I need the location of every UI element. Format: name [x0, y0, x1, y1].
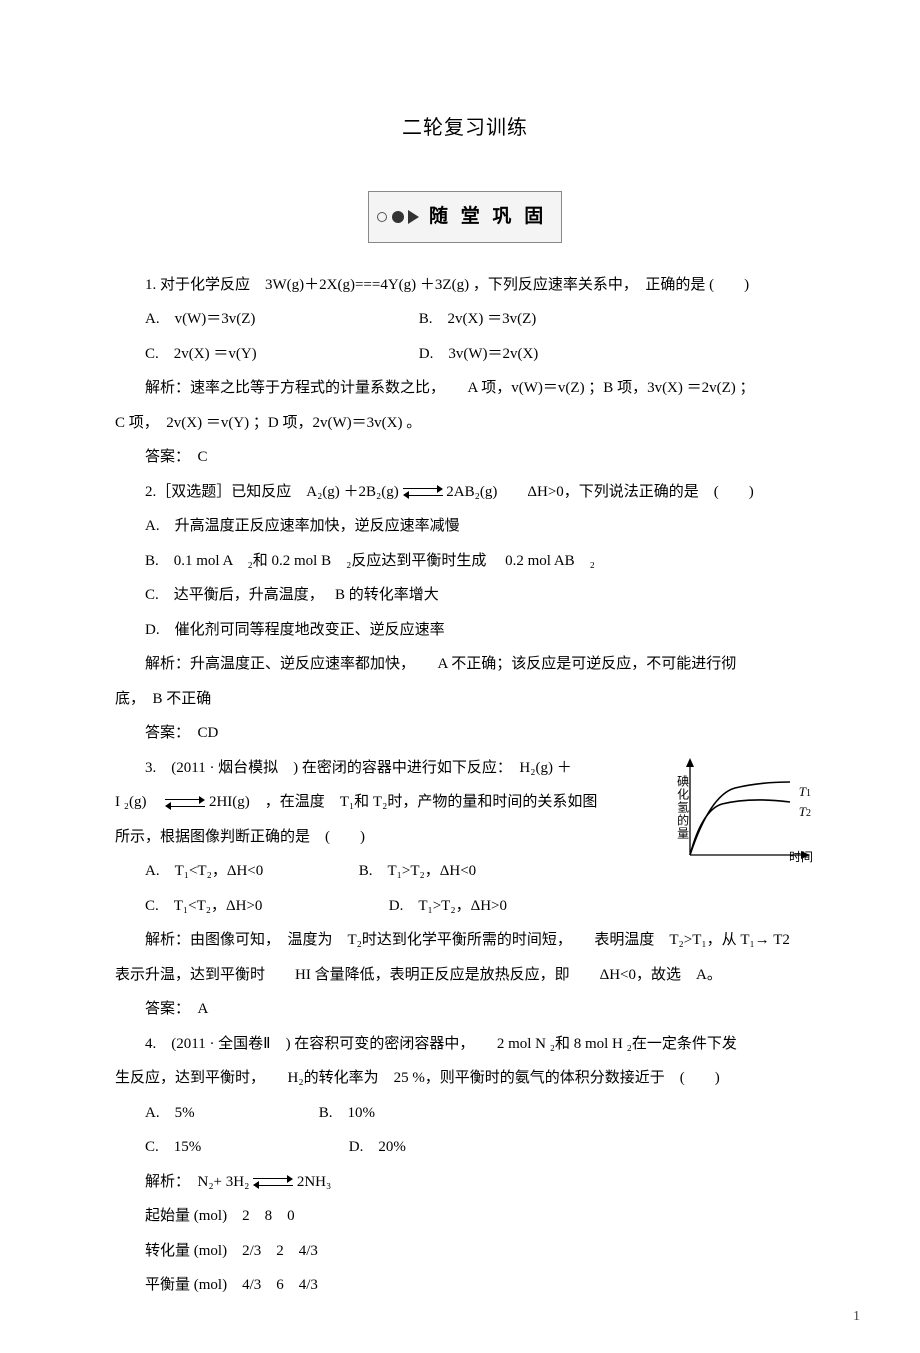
equilibrium-arrow-icon [165, 796, 205, 810]
page-number: 1 [853, 1301, 860, 1333]
q2-ans: 答案： CD [115, 716, 815, 751]
q2-B: B. 0.1 mol A ₂和 0.2 mol B ₂反应达到平衡时生成 0.2… [115, 544, 815, 579]
q4-C: C. 15% [145, 1130, 345, 1165]
q4-D: D. 20% [349, 1130, 406, 1165]
banner-text: 随 堂 巩 固 [429, 206, 547, 227]
q4-stem-l1: 4. (2011 · 全国卷Ⅱ ) 在容积可变的密闭容器中， 2 mol N ₂… [115, 1027, 815, 1062]
q4-A: A. 5% [145, 1096, 315, 1131]
banner-dot-icon [377, 212, 387, 222]
graph-t2-label: T2 [799, 797, 811, 827]
q3-C: C. T₁<T₂，ΔH>0 [145, 889, 385, 924]
q4-exp-l3: 转化量 (mol) 2/3 2 4/3 [115, 1234, 815, 1269]
graph-xlabel: 时间 [789, 844, 813, 872]
q1-exp-l2: C 项， 2v(X) ＝v(Y) ；D 项，2v(W)＝3v(X) 。 [115, 406, 815, 441]
q2-exp-l1: 解析：升高温度正、逆反应速率都加快， A 不正确；该反应是可逆反应，不可能进行彻 [115, 647, 815, 682]
q1-exp-l1: 解析：速率之比等于方程式的计量系数之比， A 项，v(W)＝v(Z) ；B 项，… [115, 371, 815, 406]
q2-stem-b: 2AB₂(g) ΔH>0，下列说法正确的是 ( ) [446, 484, 754, 500]
q1-stem: 1. 对于化学反应 3W(g)＋2X(g)===4Y(g) ＋3Z(g) ，下列… [115, 268, 815, 303]
q3-options-row2: C. T₁<T₂，ΔH>0 D. T₁>T₂，ΔH>0 [115, 889, 815, 924]
q3-ans: 答案： A [115, 992, 815, 1027]
q4-B: B. 10% [319, 1096, 375, 1131]
q1-options-row2: C. 2v(X) ＝v(Y) D. 3v(W)＝2v(X) [115, 337, 815, 372]
equilibrium-arrow-icon [403, 485, 443, 499]
q2-A: A. 升高温度正反应速率加快，逆反应速率减慢 [115, 509, 815, 544]
q4-exp-l1b: 2NH₃ [297, 1174, 331, 1190]
q3-A: A. T₁<T₂，ΔH<0 [145, 854, 355, 889]
q2-C: C. 达平衡后，升高温度， B 的转化率增大 [115, 578, 815, 613]
q2-exp-l2: 底， B 不正确 [115, 682, 815, 717]
q3-exp-l2: 表示升温，达到平衡时 HI 含量降低，表明正反应是放热反应，即 ΔH<0，故选 … [115, 958, 815, 993]
q1-options-row1: A. v(W)＝3v(Z) B. 2v(X) ＝3v(Z) [115, 302, 815, 337]
q3-B: B. T₁>T₂，ΔH<0 [359, 854, 476, 889]
graph-ylabel: 碘化氢的量 [668, 775, 696, 840]
q4-exp-l1a: 解析： N₂+ 3H₂ [145, 1174, 249, 1190]
q4-exp-l2: 起始量 (mol) 2 8 0 [115, 1199, 815, 1234]
q1-A: A. v(W)＝3v(Z) [145, 302, 415, 337]
page-title: 二轮复习训练 [115, 105, 815, 151]
q4-exp-l4: 平衡量 (mol) 4/3 6 4/3 [115, 1268, 815, 1303]
q3-stem-l2b: 2HI(g) ，在温度 T₁和 T₂时，产物的量和时间的关系如图 [209, 794, 597, 810]
q3-exp-l1: 解析：由图像可知， 温度为 T₂时达到化学平衡所需的时间短， 表明温度 T₂>T… [115, 923, 815, 958]
q1-ans: 答案： C [115, 440, 815, 475]
q3-D: D. T₁>T₂，ΔH>0 [389, 889, 507, 924]
q3-stem-l2a: I ₂(g) [115, 794, 161, 810]
q2-stem: 2.［双选题］已知反应 A₂(g) ＋2B₂(g) 2AB₂(g) ΔH>0，下… [115, 475, 815, 510]
banner-triangle-icon [408, 210, 419, 224]
q4-exp-l1: 解析： N₂+ 3H₂ 2NH₃ [115, 1165, 815, 1200]
q4-options-row1: A. 5% B. 10% [115, 1096, 815, 1131]
q1-C: C. 2v(X) ＝v(Y) [145, 337, 415, 372]
banner-dot-icon [392, 211, 404, 223]
q3-graph: 碘化氢的量 时间 T1 T2 [670, 755, 815, 870]
equilibrium-arrow-icon [253, 1175, 293, 1189]
q1-B: B. 2v(X) ＝3v(Z) [419, 302, 536, 337]
q2-D: D. 催化剂可同等程度地改变正、逆反应速率 [115, 613, 815, 648]
section-banner: 随 堂 巩 固 [115, 191, 815, 243]
q2-stem-a: 2.［双选题］已知反应 A₂(g) ＋2B₂(g) [145, 484, 403, 500]
q4-stem-l2: 生反应，达到平衡时， H₂的转化率为 25 %，则平衡时的氨气的体积分数接近于 … [115, 1061, 815, 1096]
q4-options-row2: C. 15% D. 20% [115, 1130, 815, 1165]
q1-D: D. 3v(W)＝2v(X) [419, 337, 539, 372]
